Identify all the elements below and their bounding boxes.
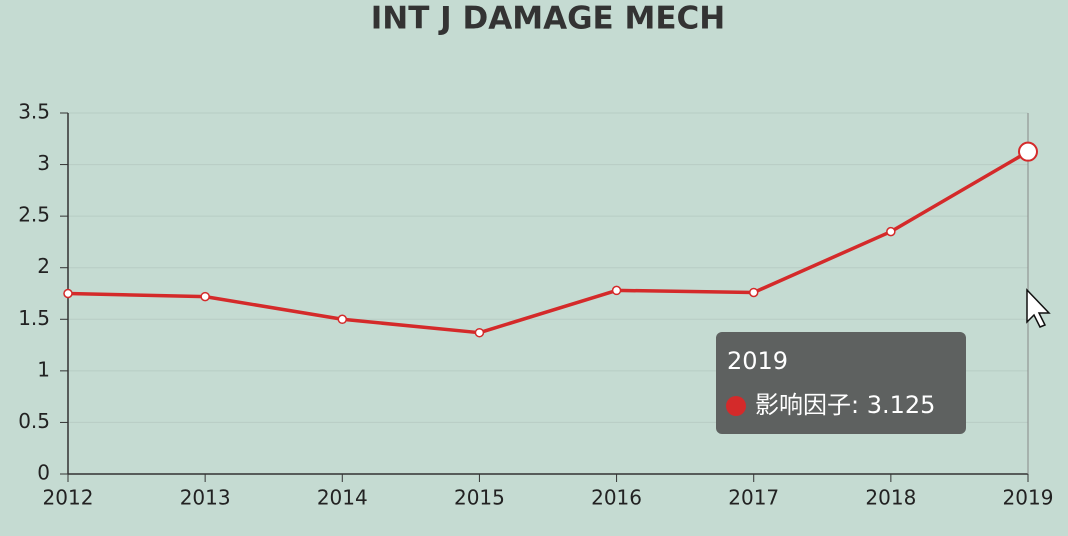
x-tick-label: 2019 xyxy=(1003,486,1054,510)
data-point xyxy=(200,291,210,302)
x-tick-label: 2013 xyxy=(180,486,231,510)
data-point xyxy=(748,287,759,298)
data-point xyxy=(474,327,485,338)
y-tick-label: 3 xyxy=(37,151,50,175)
y-tick-label: 1.5 xyxy=(18,306,50,330)
x-tick-label: 2015 xyxy=(454,486,505,510)
x-tick-label: 2016 xyxy=(591,486,642,510)
chart-title: INT J DAMAGE MECH xyxy=(371,1,725,37)
x-tick-label: 2014 xyxy=(317,486,368,510)
data-point xyxy=(63,288,73,299)
y-tick-label: 2.5 xyxy=(18,203,50,227)
x-tick-label: 2012 xyxy=(43,486,94,510)
tooltip: 2019 影响因子: 3.125 xyxy=(716,332,966,434)
y-tick-label: 0 xyxy=(37,461,50,485)
y-tick-label: 3.5 xyxy=(18,100,50,124)
cursor xyxy=(1026,288,1051,328)
data-point xyxy=(886,226,896,237)
tooltip-title: 2019 xyxy=(727,347,788,375)
x-tick-label: 2018 xyxy=(865,486,916,510)
y-tick-label: 1 xyxy=(37,357,50,381)
data-point xyxy=(611,285,622,296)
tooltip-box xyxy=(716,332,966,434)
data-point xyxy=(337,314,348,325)
data-point xyxy=(1018,141,1038,162)
tooltip-marker xyxy=(726,396,746,416)
y-tick-label: 2 xyxy=(37,254,50,278)
x-tick-label: 2017 xyxy=(728,486,779,510)
line-series xyxy=(67,150,1029,335)
y-tick-label: 0.5 xyxy=(18,409,50,433)
tooltip-label: 影响因子: 3.125 xyxy=(755,391,935,419)
